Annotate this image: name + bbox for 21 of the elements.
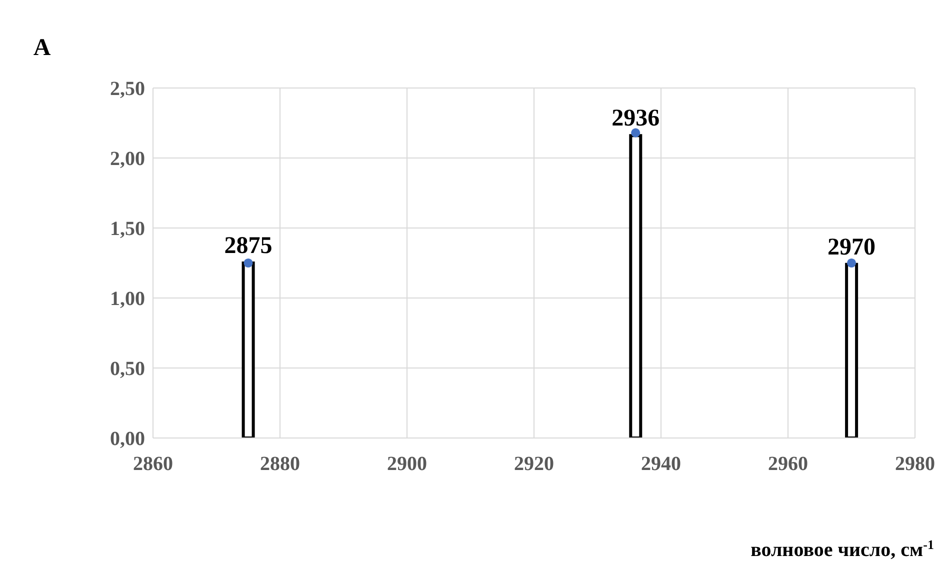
x-tick-label: 2880 xyxy=(260,453,300,476)
x-tick-label: 2960 xyxy=(768,453,808,476)
y-tick-label: 1,00 xyxy=(110,288,145,310)
y-tick-label: 2,50 xyxy=(110,78,145,100)
y-tick-label: 2,00 xyxy=(110,148,145,170)
x-axis-title: волновое число, см$^{-1}$ xyxy=(750,536,934,561)
bar xyxy=(629,134,642,438)
annotation: 2970 xyxy=(828,234,876,260)
x-tick-label: 2980 xyxy=(895,453,935,476)
x-tick-label: 2920 xyxy=(514,453,554,476)
bar xyxy=(845,262,858,438)
y-tick-label: 1,50 xyxy=(110,218,145,240)
bar xyxy=(242,262,255,438)
y-tick-label: 0,50 xyxy=(110,358,145,380)
annotation: 2875 xyxy=(224,233,272,259)
x-tick-label: 2940 xyxy=(641,453,681,476)
y-tick-label: 0,00 xyxy=(110,428,145,450)
y-axis-title: A xyxy=(33,35,52,61)
x-tick-label: 2860 xyxy=(133,453,173,476)
x-tick-label: 2900 xyxy=(387,453,427,476)
annotation: 2936 xyxy=(612,106,660,132)
